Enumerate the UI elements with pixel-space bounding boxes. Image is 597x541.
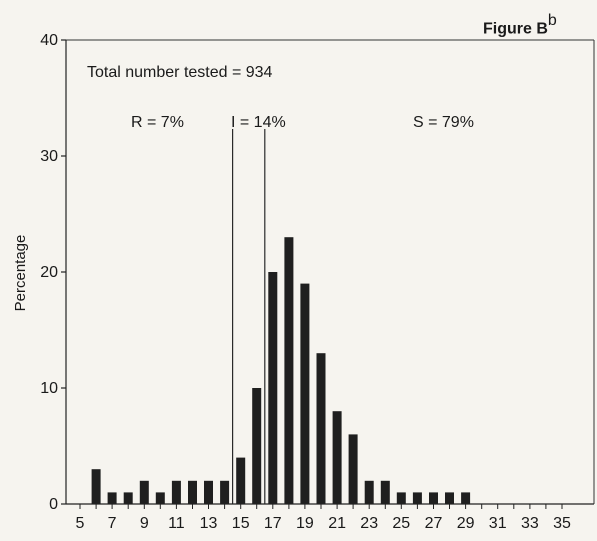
figure-title: Figure Bb <box>483 12 557 38</box>
bar-19 <box>300 283 310 504</box>
y-tick-label-20: 20 <box>40 264 58 281</box>
y-tick-label-30: 30 <box>40 148 58 165</box>
x-tick-label-17: 17 <box>264 515 282 532</box>
bar-21 <box>332 411 342 504</box>
x-tick-label-35: 35 <box>553 515 571 532</box>
bar-13 <box>204 480 213 504</box>
x-tick-label-13: 13 <box>200 515 218 532</box>
x-tick-label-19: 19 <box>296 515 314 532</box>
x-tick-label-25: 25 <box>392 515 410 532</box>
bar-26 <box>412 492 422 504</box>
y-tick-label-40: 40 <box>40 32 58 49</box>
annotation-susceptible: S = 79% <box>413 114 474 131</box>
x-tick-label-5: 5 <box>76 515 85 532</box>
bar-22 <box>348 434 358 504</box>
x-tick-label-7: 7 <box>108 515 117 532</box>
bar-12 <box>188 480 197 504</box>
bars-group <box>91 237 471 504</box>
x-tick-label-21: 21 <box>328 515 346 532</box>
axes-group: 0 10 20 30 40 5 7 9 11 13 15 17 19 21 23 25 27 29 31 33 35 <box>40 32 594 532</box>
bar-10 <box>155 492 165 504</box>
x-tick-label-15: 15 <box>232 515 250 532</box>
x-tick-label-27: 27 <box>425 515 443 532</box>
bar-15 <box>236 457 246 504</box>
bar-27 <box>429 492 438 504</box>
bar-28 <box>445 492 454 504</box>
breakpoint-lines <box>232 129 266 504</box>
bar-9 <box>139 480 149 504</box>
x-tick-label-23: 23 <box>360 515 378 532</box>
x-tick-label-31: 31 <box>489 515 507 532</box>
bar-25 <box>396 492 406 504</box>
x-tick-label-9: 9 <box>140 515 149 532</box>
bar-18 <box>284 237 294 504</box>
figure-title-text: Figure B <box>483 20 548 38</box>
bar-11 <box>171 480 181 504</box>
bar-29 <box>461 492 471 504</box>
x-tick-label-11: 11 <box>168 515 185 532</box>
plot-frame <box>66 39 595 504</box>
x-tick-label-33: 33 <box>521 515 539 532</box>
annotation-intermediate: I = 14% <box>231 114 286 131</box>
bar-16 <box>252 388 262 504</box>
y-tick-label-0: 0 <box>49 496 58 513</box>
y-tick-label-10: 10 <box>40 380 58 397</box>
bar-24 <box>380 480 390 504</box>
figure-title-superscript: b <box>547 12 557 29</box>
bar-23 <box>364 480 374 504</box>
x-tick-label-29: 29 <box>457 515 475 532</box>
annotation-resistant: R = 7% <box>131 114 184 131</box>
bar-7 <box>107 492 117 504</box>
annotation-total-tested: Total number tested = 934 <box>87 64 273 81</box>
bar-8 <box>123 492 133 504</box>
bar-20 <box>316 353 326 504</box>
bar-14 <box>220 480 230 504</box>
bar-6 <box>91 469 101 504</box>
bar-17 <box>268 272 278 504</box>
y-axis-label: Percentage <box>12 235 29 312</box>
